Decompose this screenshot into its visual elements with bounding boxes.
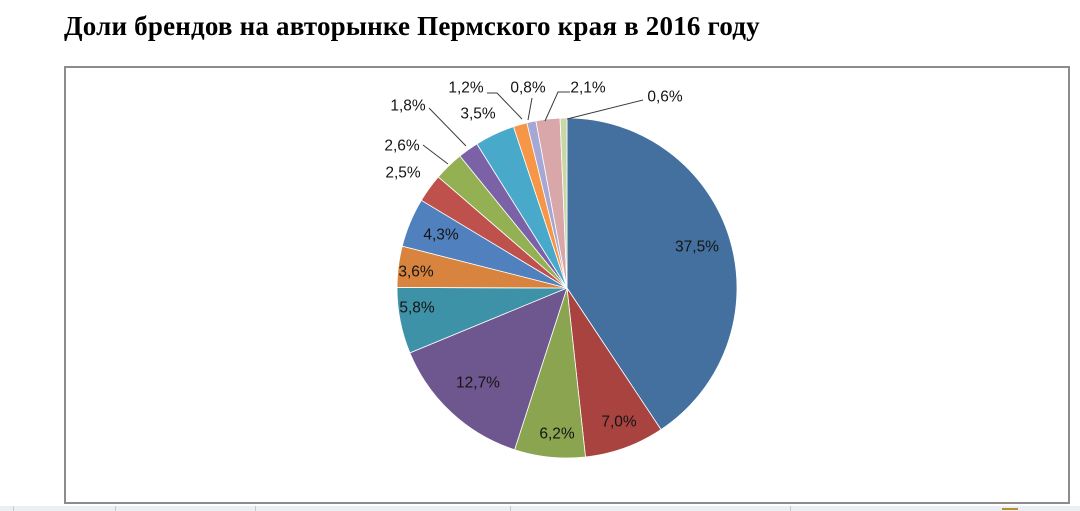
slice-label-outside: 1,8% — [390, 98, 426, 115]
label-leader-line — [566, 99, 644, 120]
gold-cell-marker — [1002, 508, 1018, 510]
pie-slice-12.7[interactable] — [409, 287, 568, 451]
label-leader-line — [527, 97, 533, 121]
slice-label-inside: 3,6% — [398, 264, 434, 281]
slice-label-outside: 2,6% — [384, 138, 420, 155]
label-leader-line — [422, 144, 449, 165]
pie-slice-0.6[interactable] — [559, 117, 568, 289]
slice-label-outside: 2,1% — [570, 80, 606, 97]
table-edge-strip — [0, 506, 1080, 511]
slice-label-outside: 0,6% — [647, 89, 683, 106]
slice-label-inside: 4,3% — [423, 227, 459, 244]
label-leader-line — [428, 107, 467, 147]
table-column-separator — [510, 506, 511, 511]
table-column-separator — [255, 506, 256, 511]
slice-label-inside: 37,5% — [675, 239, 719, 256]
label-leader-line — [487, 92, 523, 120]
slice-label-inside: 5,8% — [399, 300, 435, 317]
slice-label-outside: 2,5% — [385, 165, 421, 182]
slice-label-outside: 0,8% — [510, 80, 546, 97]
slice-label-outside: 3,5% — [460, 106, 496, 123]
slice-label-inside: 6,2% — [539, 426, 575, 443]
label-leader-line — [544, 91, 570, 122]
slice-label-outside: 1,2% — [448, 80, 484, 97]
slice-label-inside: 12,7% — [456, 375, 500, 392]
table-column-separator — [790, 506, 791, 511]
table-column-separator — [115, 506, 116, 511]
chart-title: Доли брендов на авторынке Пермского края… — [64, 11, 760, 41]
table-column-separator — [13, 506, 14, 511]
slice-label-inside: 7,0% — [601, 414, 637, 431]
